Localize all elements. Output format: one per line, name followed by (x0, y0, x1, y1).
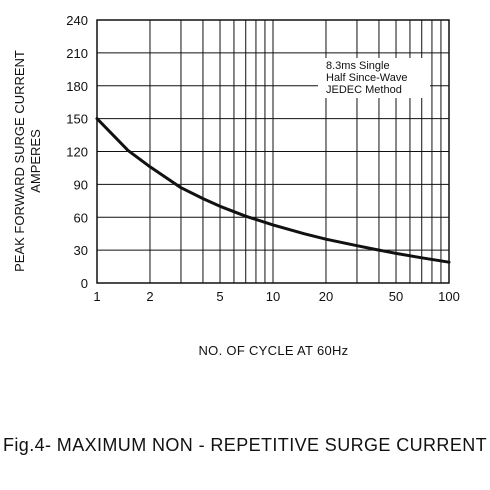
x-tick-label: 50 (389, 289, 403, 304)
x-tick-label: 10 (266, 289, 280, 304)
chart-tick-labels: 0 30 60 90 120 150 180 210 240 1 2 5 10 20 50 100 (66, 13, 460, 304)
chart-series (95, 117, 451, 264)
annotation-line: Half Since-Wave (326, 72, 408, 84)
annotation-line: 8.3ms Single (326, 60, 390, 72)
x-tick-label: 20 (319, 289, 333, 304)
y-tick-label: 120 (66, 145, 88, 160)
y-tick-label: 0 (81, 276, 88, 291)
annotation-box (318, 58, 430, 98)
y-axis-label: PEAK FORWARD SURGE CURRENT AMPERES (12, 50, 43, 272)
y-tick-label: 180 (66, 79, 88, 94)
y-tick-label: 210 (66, 46, 88, 61)
surge-current-chart: 0 30 60 90 120 150 180 210 240 1 2 5 10 20 50 100 8.3ms… (12, 13, 460, 304)
y-tick-label: 240 (66, 13, 88, 28)
y-axis-label-line: PEAK FORWARD SURGE CURRENT (12, 50, 27, 272)
y-tick-label: 60 (74, 210, 88, 225)
y-axis-label-line: AMPERES (28, 129, 43, 193)
x-tick-label: 100 (438, 289, 460, 304)
x-axis-label: NO. OF CYCLE AT 60Hz (198, 343, 349, 358)
x-tick-label: 5 (216, 289, 223, 304)
figure-caption: Fig.4- MAXIMUM NON - REPETITIVE SURGE CU… (2, 435, 488, 455)
x-tick-label: 1 (93, 289, 100, 304)
y-tick-label: 150 (66, 112, 88, 127)
y-tick-label: 30 (74, 243, 88, 258)
series-line (95, 117, 451, 264)
annotation-line: JEDEC Method (326, 84, 402, 96)
y-tick-label: 90 (74, 177, 88, 192)
plot-frame (96, 19, 450, 284)
x-tick-label: 2 (146, 289, 153, 304)
